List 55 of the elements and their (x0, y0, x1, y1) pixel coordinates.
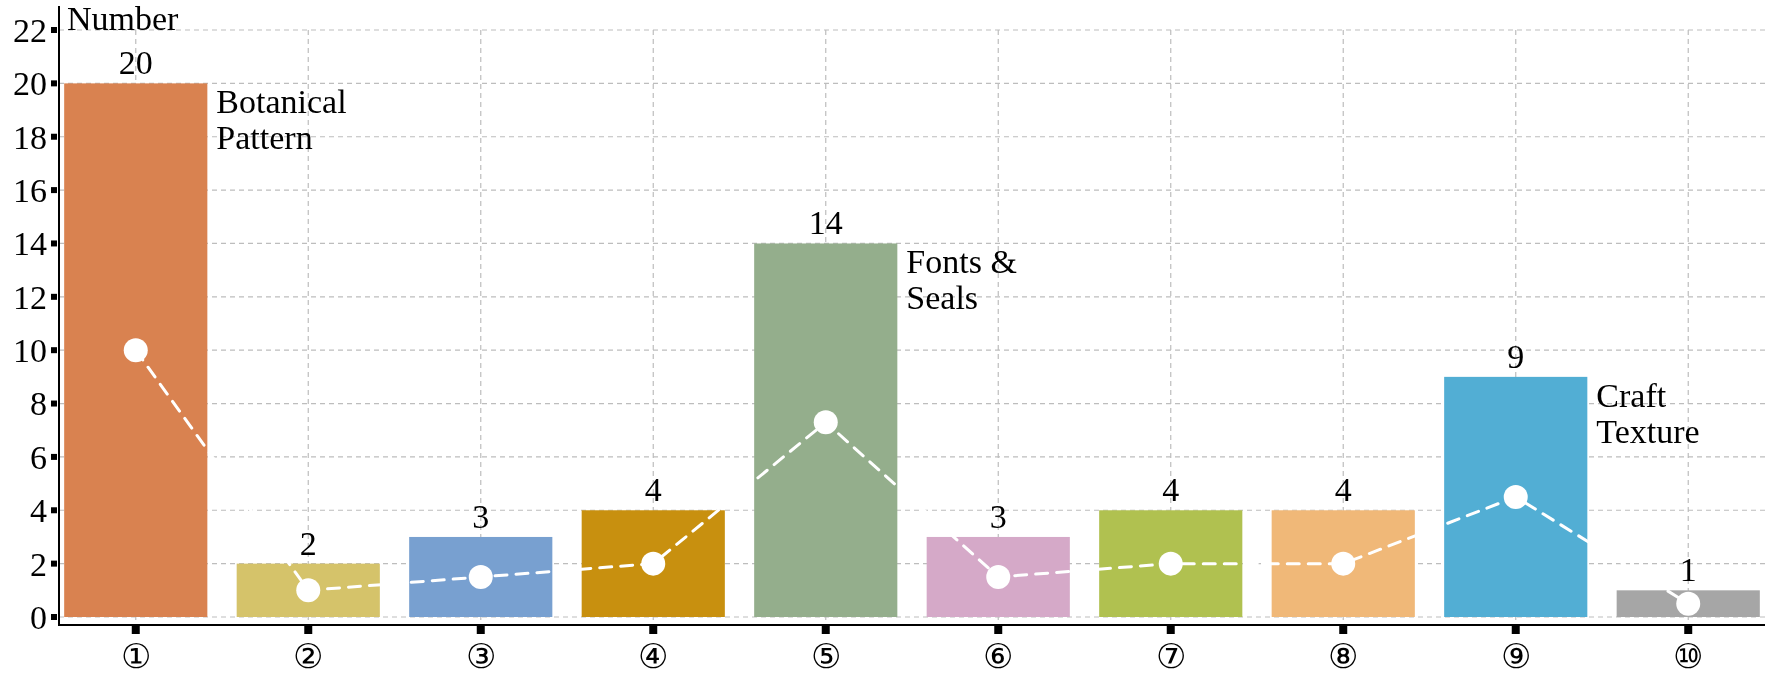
x-tick-label: ⑦ (1155, 638, 1186, 675)
y-tick-label: 14 (13, 225, 47, 263)
y-tick-label: 16 (13, 172, 47, 209)
x-tick-label: ⑧ (1328, 638, 1359, 675)
bar (581, 510, 725, 617)
bar (409, 536, 553, 617)
y-tick-label: 2 (30, 545, 47, 583)
bar (236, 563, 380, 617)
x-tick-label: ⑥ (983, 638, 1014, 675)
y-tick-label: 18 (13, 118, 47, 156)
point (1331, 551, 1356, 576)
data-label: 20 (118, 44, 153, 82)
point (986, 564, 1011, 589)
data-label: 9 (1507, 337, 1525, 375)
y-tick-label: 6 (30, 438, 47, 476)
point (296, 578, 321, 603)
x-tick-label: ⑩ (1673, 638, 1704, 675)
annotation: Craft Texture (1596, 376, 1700, 450)
point (123, 338, 148, 363)
data-label: 3 (989, 497, 1007, 535)
x-tick-label: ① (120, 638, 151, 675)
data-label: 3 (472, 497, 490, 535)
point (1158, 551, 1183, 576)
x-tick-label: ⑤ (810, 638, 841, 675)
x-tick-label: ③ (465, 638, 496, 675)
data-label: 4 (1334, 471, 1352, 509)
y-tick-label: 12 (13, 278, 47, 316)
y-tick-label: 10 (13, 332, 47, 370)
data-label: 1 (1679, 551, 1697, 589)
x-tick-label: ④ (638, 638, 669, 675)
point (641, 551, 666, 576)
annotation: Botanical Pattern (216, 83, 347, 157)
bar (1271, 510, 1415, 617)
annotation: Fonts & Seals (906, 243, 1017, 317)
data-label: 4 (644, 471, 662, 509)
point (813, 410, 838, 435)
bar (926, 536, 1070, 617)
y-tick-label: 8 (30, 385, 47, 423)
x-tick-label: ② (293, 638, 324, 675)
data-label: 4 (1162, 471, 1180, 509)
y-tick-label: 0 (30, 598, 47, 636)
y-tick-label: 20 (13, 65, 47, 103)
y-tick-label: 22 (13, 11, 47, 49)
point (1503, 484, 1528, 509)
y-tick-label: 4 (30, 492, 47, 530)
bar (1099, 510, 1243, 617)
x-tick-label: ⑨ (1500, 638, 1531, 675)
point (1676, 591, 1701, 616)
data-label: 14 (808, 204, 843, 242)
y-axis-title: Number (67, 0, 180, 37)
bar (64, 83, 208, 617)
bar (1444, 376, 1588, 617)
bar (754, 243, 898, 617)
point (468, 564, 493, 589)
data-label: 2 (299, 524, 317, 562)
